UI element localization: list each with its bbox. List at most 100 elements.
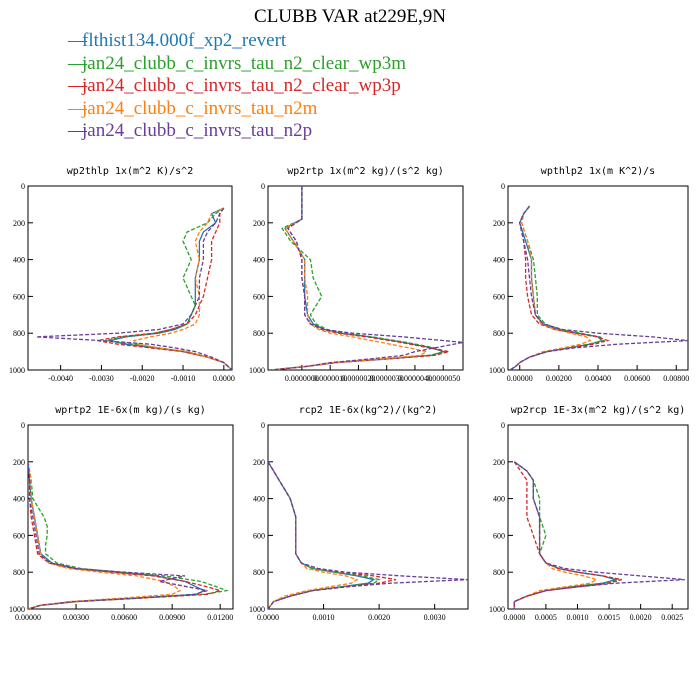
y-tick-label: 400 xyxy=(493,495,505,504)
series-group xyxy=(513,461,685,609)
chart-title: wp2rtp 1x(m^2 kg)/(s^2 kg) xyxy=(287,166,444,177)
y-tick-label: 200 xyxy=(493,458,505,467)
plot-frame xyxy=(507,424,689,610)
legend-label: jan24_clubb_c_invrs_tau_n2m xyxy=(82,97,318,119)
plot-frame xyxy=(267,424,469,610)
y-tick-label: 400 xyxy=(13,256,25,265)
x-tick-label: 0.0020 xyxy=(630,613,652,622)
chart-title: rcp2 1E-6x(kg^2)/(kg^2) xyxy=(299,405,437,416)
y-tick-label: 600 xyxy=(253,292,265,301)
y-tick-label: 400 xyxy=(13,495,25,504)
x-tick-label: -0.0040 xyxy=(48,374,73,383)
series-line xyxy=(513,461,685,609)
chart-panel: wp2thlp 1x(m^2 K)/s^2 0 200 400 600 800 1000 -0… xyxy=(9,166,235,383)
x-tick-label: 0.00200 xyxy=(546,374,572,383)
legend-item: —jan24_clubb_c_invrs_tau_n2p xyxy=(68,120,406,143)
y-tick-label: 800 xyxy=(253,329,265,338)
y-tick-label: 400 xyxy=(253,256,265,265)
x-tick-label: 0.00900 xyxy=(159,613,185,622)
x-tick-label: 0.0010 xyxy=(313,613,335,622)
series-group xyxy=(509,205,688,370)
series-line xyxy=(28,461,208,609)
y-tick-label: 600 xyxy=(493,292,505,301)
y-tick-label: 0 xyxy=(261,421,265,430)
series-line xyxy=(105,207,232,370)
x-tick-label: 0.0000020 xyxy=(341,374,375,383)
y-tick-label: 600 xyxy=(13,292,25,301)
series-line xyxy=(270,186,446,370)
x-tick-label: 0.0015 xyxy=(598,613,620,622)
series-group xyxy=(270,186,463,370)
series-line xyxy=(268,461,381,609)
y-tick-label: 200 xyxy=(253,458,265,467)
y-tick-label: 0 xyxy=(21,421,25,430)
x-tick-label: 0.00600 xyxy=(624,374,650,383)
legend-item: —jan24_clubb_c_invrs_tau_n2m xyxy=(68,98,406,121)
chart-panel: wp2rtp 1x(m^2 kg)/(s^2 kg) 0 200 400 600 800 1… xyxy=(249,166,464,383)
series-line xyxy=(270,186,450,370)
legend-label: jan24_clubb_c_invrs_tau_n2_clear_wp3p xyxy=(82,75,401,96)
y-tick-label: 0 xyxy=(501,182,505,191)
chart-panel: wprtp2 1E-6x(m kg)/(s kg) 0 200 400 600 800 10… xyxy=(9,405,234,622)
legend-label: jan24_clubb_c_invrs_tau_n2p xyxy=(82,120,313,141)
y-tick-label: 200 xyxy=(13,219,25,228)
series-group xyxy=(268,461,468,609)
x-tick-label: 0.0030 xyxy=(424,613,446,622)
plot-frame xyxy=(267,185,464,371)
chart-panel: wpthlp2 1x(m K^2)/s020040060080010000.00… xyxy=(489,166,689,383)
series-group xyxy=(36,207,232,370)
legend-item: —jan24_clubb_c_invrs_tau_n2_clear_wp3m xyxy=(68,53,406,76)
series-line xyxy=(513,461,622,609)
y-tick-label: 200 xyxy=(13,458,25,467)
x-tick-label: -0.0030 xyxy=(89,374,114,383)
legend-item: —jan24_clubb_c_invrs_tau_n2_clear_wp3p xyxy=(68,75,406,98)
series-line xyxy=(28,461,206,609)
series-line xyxy=(28,461,182,609)
x-tick-label: 0.00000 xyxy=(507,374,533,383)
series-line xyxy=(270,186,428,370)
x-tick-label: 0.01200 xyxy=(207,613,233,622)
y-tick-label: 200 xyxy=(253,219,265,228)
x-tick-label: 0.00600 xyxy=(111,613,137,622)
x-tick-label: 0.00400 xyxy=(585,374,611,383)
y-tick-label: 800 xyxy=(493,329,505,338)
y-tick-label: 400 xyxy=(253,495,265,504)
y-tick-label: 0 xyxy=(261,182,265,191)
y-tick-label: 800 xyxy=(13,329,25,338)
x-tick-label: -0.0010 xyxy=(171,374,196,383)
y-tick-label: 200 xyxy=(493,219,505,228)
y-tick-label: 600 xyxy=(253,531,265,540)
series-line xyxy=(132,207,232,370)
series-line xyxy=(28,461,230,609)
x-tick-label: 0.0025 xyxy=(661,613,683,622)
x-tick-label: 0.0020 xyxy=(368,613,390,622)
x-tick-label: 0.0000 xyxy=(503,613,525,622)
y-tick-label: 600 xyxy=(493,531,505,540)
series-line xyxy=(36,207,232,370)
series-line xyxy=(268,461,376,609)
series-group xyxy=(28,461,230,609)
legend: —flthist134.000f_xp2_revert —jan24_clubb… xyxy=(68,30,406,143)
series-line xyxy=(513,461,622,609)
chart-panel: wp2rcp 1E-3x(m^2 kg)/(s^2 kg) 0 200 400 600 8… xyxy=(489,405,689,622)
x-tick-label: 0.00800 xyxy=(663,374,689,383)
y-tick-label: 0 xyxy=(21,182,25,191)
y-tick-label: 1000 xyxy=(489,605,505,614)
y-tick-label: 800 xyxy=(253,568,265,577)
plot-frame xyxy=(27,185,233,371)
series-line xyxy=(97,207,232,370)
x-tick-label: 0.00000 xyxy=(15,613,41,622)
series-line xyxy=(509,205,688,370)
y-tick-label: 0 xyxy=(501,421,505,430)
x-tick-label: 0.0000 xyxy=(213,374,235,383)
x-tick-label: -0.0020 xyxy=(130,374,155,383)
y-tick-label: 1000 xyxy=(249,366,265,375)
x-tick-label: 0.0000040 xyxy=(398,374,432,383)
x-tick-label: 0.0000030 xyxy=(370,374,404,383)
chart-panel: rcp2 1E-6x(kg^2)/(kg^2) 0 200 400 600 800 1000… xyxy=(249,405,469,622)
y-tick-label: 600 xyxy=(13,531,25,540)
series-line xyxy=(270,186,449,370)
legend-label: jan24_clubb_c_invrs_tau_n2_clear_wp3m xyxy=(82,52,406,74)
y-tick-label: 1000 xyxy=(489,366,505,375)
